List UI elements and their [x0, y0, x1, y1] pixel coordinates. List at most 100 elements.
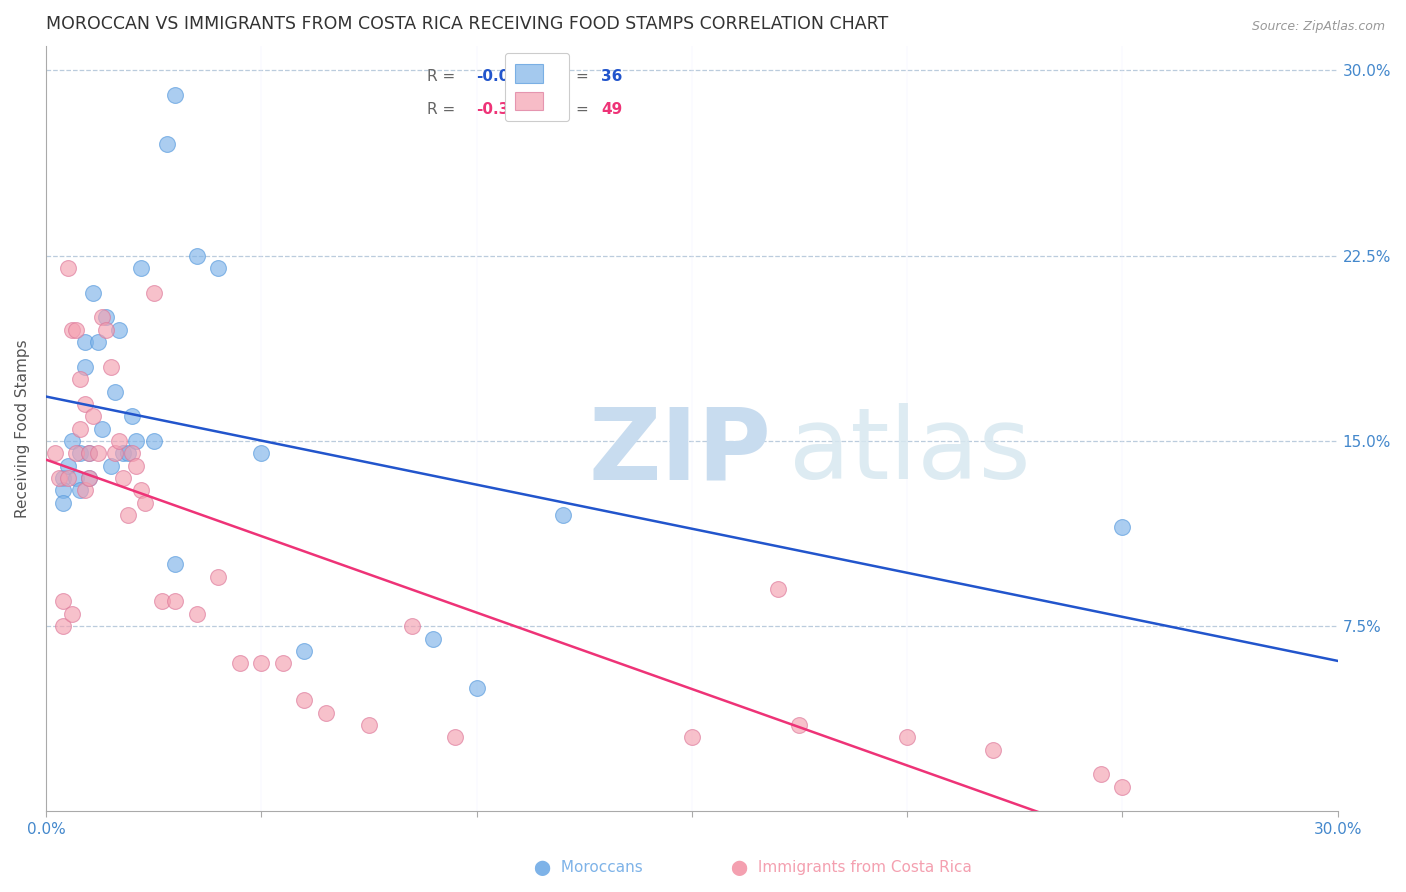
Point	[250, 657, 273, 671]
Y-axis label: Receiving Food Stamps: Receiving Food Stamps	[15, 339, 30, 518]
Point	[271, 657, 294, 671]
Point	[292, 693, 315, 707]
Point	[125, 434, 148, 448]
Text: R =: R =	[427, 69, 460, 84]
Point	[48, 471, 70, 485]
Point	[73, 359, 96, 374]
Point	[100, 458, 122, 473]
Point	[444, 731, 467, 745]
Text: N =: N =	[550, 103, 593, 118]
Point	[292, 644, 315, 658]
Point	[1090, 767, 1112, 781]
Point	[228, 657, 250, 671]
Text: -0.097: -0.097	[477, 69, 530, 84]
Point	[65, 323, 87, 337]
Point	[82, 409, 104, 424]
Point	[77, 446, 100, 460]
Point	[150, 594, 173, 608]
Point	[60, 607, 83, 621]
Point	[86, 335, 108, 350]
Point	[65, 446, 87, 460]
Point	[207, 570, 229, 584]
Point	[357, 718, 380, 732]
Legend: , : ,	[505, 54, 569, 121]
Point	[465, 681, 488, 695]
Point	[121, 446, 143, 460]
Point	[401, 619, 423, 633]
Point	[134, 496, 156, 510]
Point	[896, 731, 918, 745]
Point	[207, 260, 229, 275]
Text: -0.323: -0.323	[477, 103, 530, 118]
Point	[44, 446, 66, 460]
Point	[91, 421, 114, 435]
Point	[129, 260, 152, 275]
Point	[165, 594, 187, 608]
Point	[73, 397, 96, 411]
Text: R =: R =	[427, 103, 460, 118]
Text: N =: N =	[550, 69, 593, 84]
Point	[315, 706, 337, 720]
Point	[69, 421, 91, 435]
Point	[77, 446, 100, 460]
Point	[117, 446, 139, 460]
Point	[121, 409, 143, 424]
Point	[69, 483, 91, 498]
Point	[1111, 780, 1133, 794]
Point	[69, 372, 91, 386]
Text: atlas: atlas	[789, 403, 1031, 500]
Point	[108, 434, 131, 448]
Point	[129, 483, 152, 498]
Point	[82, 285, 104, 300]
Text: Source: ZipAtlas.com: Source: ZipAtlas.com	[1251, 20, 1385, 33]
Point	[60, 323, 83, 337]
Point	[108, 323, 131, 337]
Point	[52, 471, 75, 485]
Point	[73, 335, 96, 350]
Point	[56, 260, 79, 275]
Point	[112, 471, 135, 485]
Point	[142, 434, 165, 448]
Point	[165, 88, 187, 103]
Point	[65, 471, 87, 485]
Point	[52, 619, 75, 633]
Point	[96, 310, 118, 325]
Point	[52, 483, 75, 498]
Point	[125, 458, 148, 473]
Point	[117, 508, 139, 522]
Text: 49: 49	[602, 103, 623, 118]
Point	[52, 594, 75, 608]
Point	[100, 359, 122, 374]
Point	[981, 742, 1004, 756]
Text: 36: 36	[602, 69, 623, 84]
Point	[52, 496, 75, 510]
Point	[789, 718, 811, 732]
Point	[56, 458, 79, 473]
Point	[165, 558, 187, 572]
Point	[104, 446, 127, 460]
Point	[86, 446, 108, 460]
Point	[186, 607, 208, 621]
Point	[1111, 520, 1133, 534]
Text: ⬤  Moroccans: ⬤ Moroccans	[534, 861, 643, 876]
Point	[186, 249, 208, 263]
Point	[91, 310, 114, 325]
Point	[69, 446, 91, 460]
Point	[155, 137, 177, 152]
Point	[766, 582, 789, 596]
Text: ⬤  Immigrants from Costa Rica: ⬤ Immigrants from Costa Rica	[731, 861, 972, 876]
Point	[112, 446, 135, 460]
Point	[77, 471, 100, 485]
Point	[681, 731, 703, 745]
Point	[73, 483, 96, 498]
Text: ZIP: ZIP	[589, 403, 772, 500]
Point	[60, 434, 83, 448]
Text: MOROCCAN VS IMMIGRANTS FROM COSTA RICA RECEIVING FOOD STAMPS CORRELATION CHART: MOROCCAN VS IMMIGRANTS FROM COSTA RICA R…	[46, 15, 889, 33]
Point	[250, 446, 273, 460]
Point	[96, 323, 118, 337]
Point	[77, 471, 100, 485]
Point	[104, 384, 127, 399]
Point	[56, 471, 79, 485]
Point	[142, 285, 165, 300]
Point	[422, 632, 444, 646]
